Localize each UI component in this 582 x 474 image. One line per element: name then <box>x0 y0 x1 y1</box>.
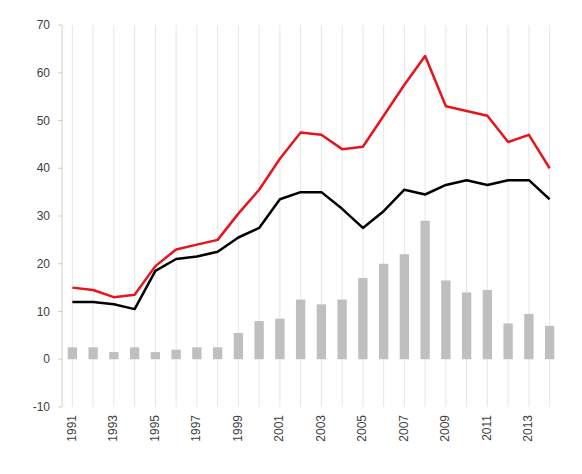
y-tick <box>58 263 62 264</box>
y-tick-label: 60 <box>37 66 51 80</box>
line <box>72 56 549 297</box>
bar <box>254 321 263 359</box>
y-tick <box>58 216 62 217</box>
y-tick-label: 40 <box>37 161 51 175</box>
x-tick-label: 2007 <box>397 415 411 442</box>
bar <box>524 314 533 359</box>
bar <box>483 290 492 359</box>
bar <box>88 347 97 359</box>
y-tick-label: 0 <box>43 352 50 366</box>
plot-area <box>68 56 555 359</box>
x-tick-label: 2011 <box>480 415 494 441</box>
bar <box>400 254 409 359</box>
bar <box>234 333 243 359</box>
y-tick <box>58 120 62 121</box>
x-tick-label: 1991 <box>65 415 79 442</box>
bar <box>192 347 201 359</box>
y-tick-label: -10 <box>33 400 51 414</box>
bar <box>213 347 222 359</box>
x-tick-label: 2005 <box>355 415 369 442</box>
y-tick-label: 70 <box>37 18 51 32</box>
y-tick <box>58 311 62 312</box>
y-tick-label: 50 <box>37 114 51 128</box>
y-tick-label: 30 <box>37 209 51 223</box>
bar <box>337 300 346 360</box>
y-tick <box>58 168 62 169</box>
bar <box>441 280 450 359</box>
y-tick-label: 20 <box>37 257 51 271</box>
x-tick-label: 1993 <box>106 415 120 442</box>
grid-line <box>155 25 156 407</box>
x-tick-label: 2009 <box>438 415 452 442</box>
bar <box>109 352 118 359</box>
x-tick-label: 1995 <box>148 415 162 442</box>
bar <box>545 326 554 359</box>
bar <box>503 323 512 359</box>
x-tick-label: 1999 <box>231 415 245 442</box>
grid-line <box>113 25 114 407</box>
y-tick <box>58 72 62 73</box>
y-tick <box>58 359 62 360</box>
bar <box>358 278 367 359</box>
x-tick-label: 1997 <box>189 415 203 442</box>
bar <box>68 347 77 359</box>
bar <box>379 264 388 360</box>
bar <box>420 221 429 359</box>
x-tick-label: 2013 <box>521 415 535 442</box>
bar <box>130 347 139 359</box>
bar <box>462 292 471 359</box>
bar <box>317 304 326 359</box>
bar <box>151 352 160 359</box>
y-tick <box>58 407 62 408</box>
bar <box>296 300 305 360</box>
bar <box>275 319 284 360</box>
x-tick-label: 2003 <box>314 415 328 442</box>
bar <box>171 350 180 360</box>
line <box>72 180 549 309</box>
chart: -10 0 10 20 30 40 50 60 70 1991 1993 1995 1997 1999 20… <box>0 0 582 474</box>
y-tick <box>58 25 62 26</box>
y-tick-label: 10 <box>37 305 51 319</box>
x-tick-label: 2001 <box>272 415 286 442</box>
